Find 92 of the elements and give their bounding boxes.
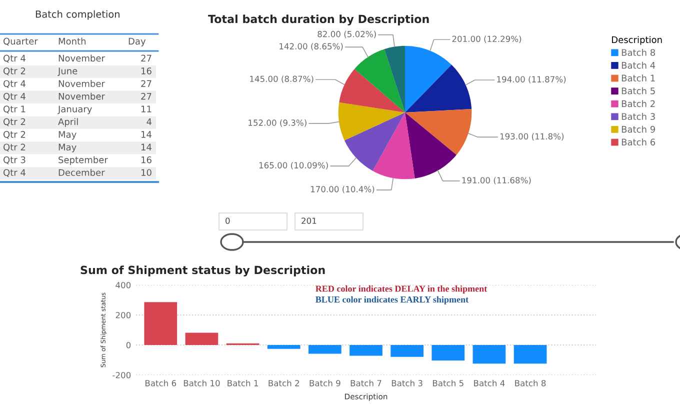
data-label: 193.00 (11.8%) <box>500 133 564 140</box>
text: Qtr 3 <box>4 156 26 164</box>
pie-slice <box>338 102 405 140</box>
x-tick-label: Batch 1 <box>228 380 258 386</box>
pie-slice <box>384 46 405 112</box>
x-tick-label: Batch 2 <box>268 380 299 386</box>
text: Qtr 2 <box>4 67 26 76</box>
text: Batch completion <box>36 10 120 20</box>
text: November <box>58 80 105 88</box>
y-tick-label: -200 <box>112 372 131 378</box>
x-tick-label: Batch 9 <box>310 380 340 386</box>
pie-slice <box>344 112 405 171</box>
data-label: 194.00 (11.87%) <box>497 76 566 84</box>
bar <box>267 345 300 349</box>
pie-slice <box>405 64 472 112</box>
chart-title: Sum of Shipment status by Description <box>80 266 325 276</box>
pie-slice <box>405 112 456 178</box>
data-label: 142.00 (8.65%) <box>280 43 343 50</box>
text: December <box>58 168 105 176</box>
chart-title: Total batch duration by Description <box>208 14 429 26</box>
text: Qtr 2 <box>4 118 26 126</box>
text: 14 <box>142 131 152 138</box>
x-tick-label: Batch 3 <box>392 380 422 386</box>
text: 201 <box>302 218 316 224</box>
text: Qtr 1 <box>4 106 26 114</box>
text: Qtr 4 <box>4 92 26 101</box>
text: Qtr 2 <box>4 144 26 152</box>
annotation: BLUE color indicates EARLY shipment <box>316 296 469 304</box>
pie-slice <box>354 49 405 112</box>
category-label: Quarter <box>4 38 38 46</box>
data-label: 145.00 (8.87%) <box>250 76 314 84</box>
y-tick-label: 200 <box>116 312 131 318</box>
text: 4 <box>146 118 152 125</box>
data-label: 82.00 (5.02%) <box>318 30 376 38</box>
text: September <box>58 156 108 165</box>
legend-label: Batch 5 <box>622 87 655 94</box>
pie-slice <box>372 112 415 180</box>
x-tick-label: Batch 5 <box>433 380 464 386</box>
pie-slice <box>405 46 452 112</box>
category-label: Day <box>128 38 146 46</box>
legend-title: Description <box>612 36 662 45</box>
x-tick-label: Batch 8 <box>515 380 546 386</box>
text: Qtr 2 <box>4 130 26 139</box>
text: Qtr 4 <box>4 80 26 88</box>
data-label: 170.00 (10.4%) <box>310 186 374 194</box>
legend-label: Batch 1 <box>622 74 655 82</box>
text: 14 <box>142 144 152 150</box>
bar <box>185 332 218 345</box>
bar <box>390 345 424 357</box>
text: Qtr 4 <box>4 54 26 63</box>
data-label: 165.00 (10.09%) <box>259 162 328 170</box>
x-tick-label: Batch 6 <box>146 380 176 386</box>
text: 10 <box>142 169 152 176</box>
y-tick-label: 0 <box>126 342 131 348</box>
legend-label: Batch 3 <box>622 112 655 120</box>
text: 11 <box>142 106 152 112</box>
text: January <box>58 106 92 114</box>
pie-slice <box>405 108 472 155</box>
y-tick-label: 400 <box>116 282 131 288</box>
legend-label: Batch 4 <box>622 62 656 69</box>
legend-label: Batch 2 <box>622 100 655 108</box>
bar <box>144 302 178 345</box>
text: November <box>58 92 105 100</box>
x-tick-label: Batch 10 <box>184 380 220 386</box>
text: May <box>58 144 76 152</box>
x-tick-label: Batch 7 <box>350 380 382 386</box>
annotation: RED color indicates DELAY in the shipment <box>316 285 488 294</box>
text: 0 <box>226 218 230 224</box>
text: 27 <box>141 54 152 62</box>
data-label: 191.00 (11.68%) <box>462 176 531 184</box>
category-label: Month <box>58 38 86 45</box>
legend-label: Batch 9 <box>622 126 655 133</box>
data-label: 152.00 (9.3%) <box>248 119 306 127</box>
legend-label: Batch 8 <box>622 48 655 56</box>
bar <box>350 345 382 356</box>
text: 16 <box>142 156 152 164</box>
text: November <box>58 54 105 62</box>
bar <box>514 345 547 364</box>
x-tick-label: Batch 4 <box>474 380 505 386</box>
bar <box>432 345 465 360</box>
pie-slice <box>339 69 405 112</box>
text: 16 <box>142 67 152 74</box>
text: Qtr 4 <box>4 169 26 177</box>
text: April <box>58 118 78 127</box>
text: June <box>58 68 78 76</box>
text: 27 <box>141 80 152 87</box>
text: 27 <box>141 92 152 100</box>
text: May <box>58 131 76 140</box>
legend-label: Batch 6 <box>622 138 656 146</box>
bar <box>308 345 342 354</box>
data-label: 201.00 (12.29%) <box>452 36 522 44</box>
bar <box>472 345 506 364</box>
